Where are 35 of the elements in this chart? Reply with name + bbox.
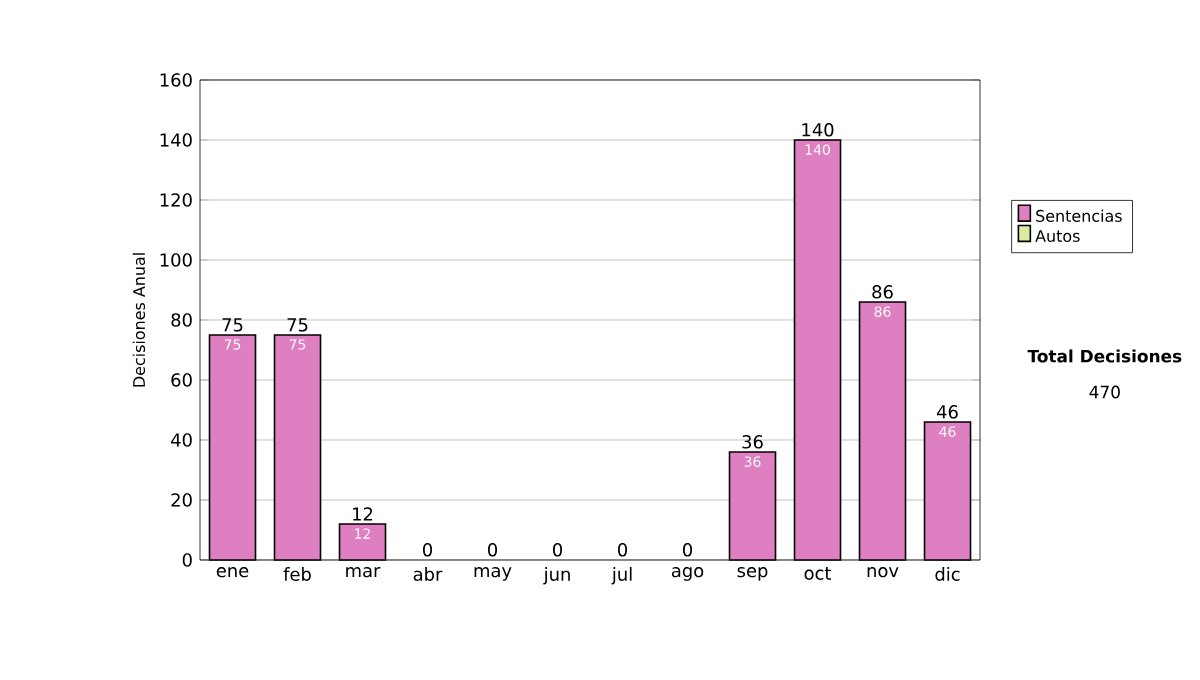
total-label: 0 <box>423 543 433 557</box>
x-tick-label: abr <box>413 567 443 581</box>
total-label: 0 <box>683 543 693 557</box>
x-tick-label: dic <box>935 567 960 581</box>
y-tick-label: 140 <box>160 133 192 147</box>
y-tick-label: 0 <box>182 553 192 567</box>
x-tick-label: feb <box>283 567 311 581</box>
x-tick-label: jun <box>543 567 570 585</box>
total-label: 0 <box>618 543 628 557</box>
x-tick-label: jul <box>611 567 632 585</box>
y-tick-label: 120 <box>160 193 192 207</box>
total-label: 46 <box>936 405 958 419</box>
y-tick-label: 20 <box>171 493 192 507</box>
y-tick-label: 40 <box>171 433 192 447</box>
x-tick-label: nov <box>867 567 899 578</box>
x-tick-label: may <box>474 567 512 581</box>
x-tick-label: ene <box>216 567 249 578</box>
y-tick-label: 100 <box>160 253 192 267</box>
total-label: 12 <box>353 507 373 521</box>
total-label: 140 <box>802 123 834 137</box>
text: Total Decisiones <box>1027 349 1182 363</box>
x-tick-label: ago <box>671 567 704 581</box>
total-label: 0 <box>488 543 498 557</box>
x-tick-label: sep <box>737 567 768 581</box>
total-label: 86 <box>872 285 893 299</box>
y-tick-label: 60 <box>171 373 192 387</box>
x-tick-label: oct <box>804 567 832 580</box>
text: 470 <box>1089 385 1120 399</box>
total-label: 75 <box>287 318 308 332</box>
total-label: 36 <box>742 435 763 449</box>
total-label: 75 <box>222 318 243 332</box>
x-tick-label: mar <box>346 567 381 578</box>
y-tick-label: 160 <box>160 73 192 87</box>
y-tick-label: 80 <box>171 313 192 327</box>
total-label: 0 <box>553 543 563 557</box>
